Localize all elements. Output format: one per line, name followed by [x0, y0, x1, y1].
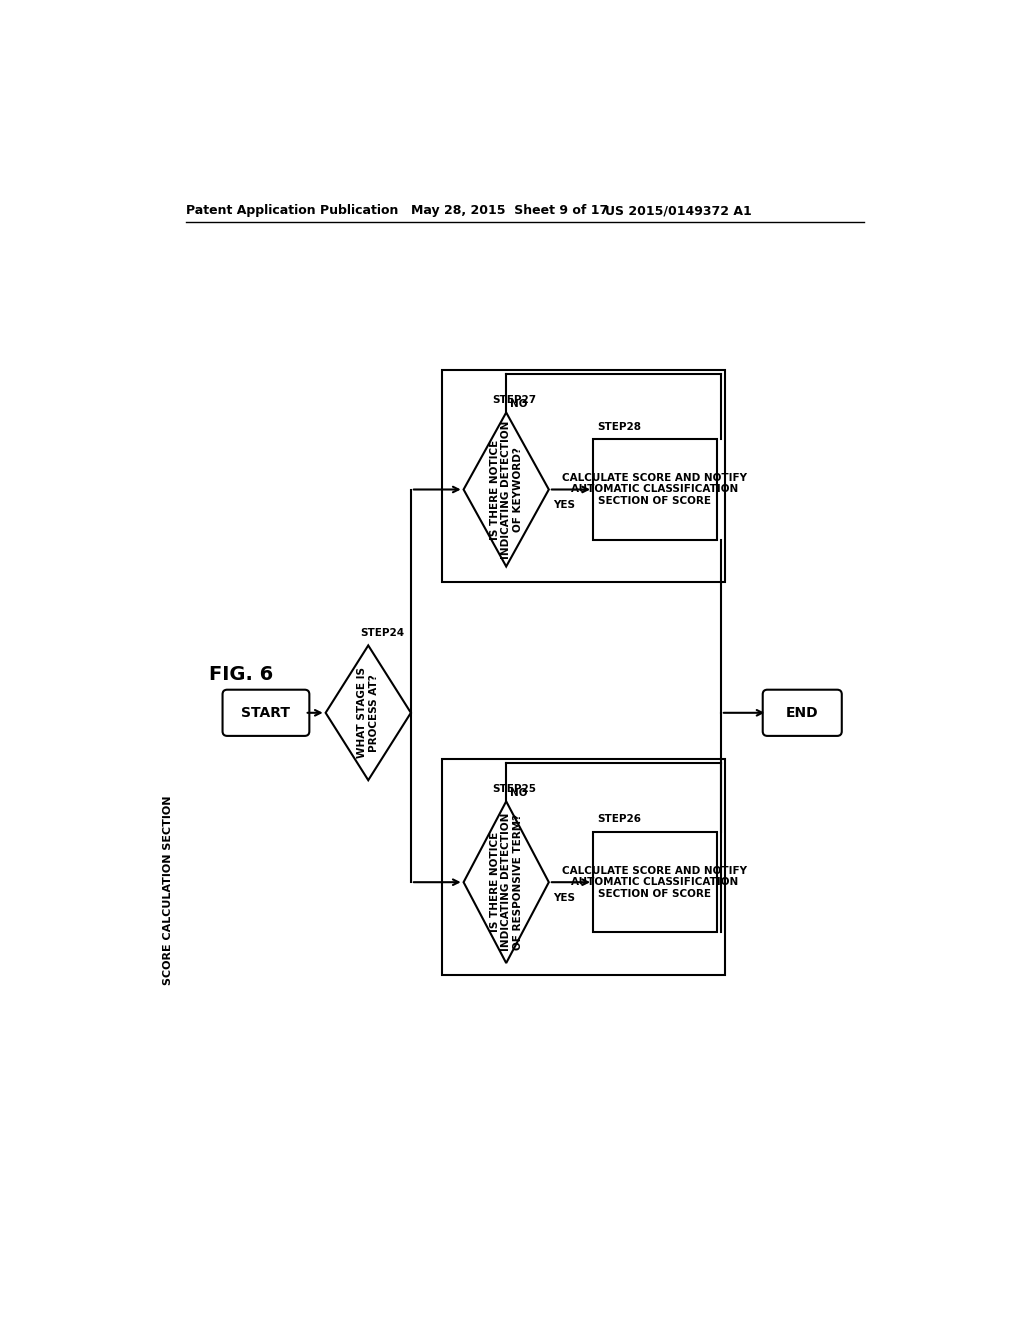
Text: May 28, 2015  Sheet 9 of 17: May 28, 2015 Sheet 9 of 17 [411, 205, 608, 218]
Text: STEP27: STEP27 [492, 395, 536, 405]
Bar [442, 759, 725, 974]
Text: SCORE CALCULATION SECTION: SCORE CALCULATION SECTION [163, 795, 173, 985]
Text: START: START [242, 706, 291, 719]
Text: NO: NO [510, 399, 527, 409]
Text: YES: YES [553, 892, 574, 903]
Polygon shape [464, 412, 549, 566]
Text: CALCULATE SCORE AND NOTIFY
AUTOMATIC CLASSIFICATION
SECTION OF SCORE: CALCULATE SCORE AND NOTIFY AUTOMATIC CLA… [562, 473, 748, 506]
Text: YES: YES [553, 500, 574, 511]
Text: WHAT STAGE IS
PROCESS AT?: WHAT STAGE IS PROCESS AT? [357, 668, 379, 758]
Text: US 2015/0149372 A1: US 2015/0149372 A1 [604, 205, 752, 218]
Text: STEP26: STEP26 [597, 814, 641, 825]
Bar [593, 440, 717, 540]
Text: STEP25: STEP25 [492, 784, 536, 793]
Polygon shape [464, 801, 549, 964]
Text: FIG. 6: FIG. 6 [209, 665, 273, 684]
Text: IS THERE NOTICE
INDICATING DETECTION
OF RESPONSIVE TERM?: IS THERE NOTICE INDICATING DETECTION OF … [489, 813, 523, 952]
Bar [442, 370, 725, 582]
Text: STEP28: STEP28 [597, 422, 641, 432]
FancyBboxPatch shape [763, 689, 842, 737]
Text: IS THERE NOTICE
INDICATING DETECTION
OF KEYWORD?: IS THERE NOTICE INDICATING DETECTION OF … [489, 420, 523, 558]
Text: STEP24: STEP24 [360, 628, 404, 638]
Bar [593, 832, 717, 932]
Text: NO: NO [510, 788, 527, 797]
Text: END: END [786, 706, 818, 719]
Text: CALCULATE SCORE AND NOTIFY
AUTOMATIC CLASSIFICATION
SECTION OF SCORE: CALCULATE SCORE AND NOTIFY AUTOMATIC CLA… [562, 866, 748, 899]
Text: Patent Application Publication: Patent Application Publication [186, 205, 398, 218]
FancyBboxPatch shape [222, 689, 309, 737]
Polygon shape [326, 645, 411, 780]
